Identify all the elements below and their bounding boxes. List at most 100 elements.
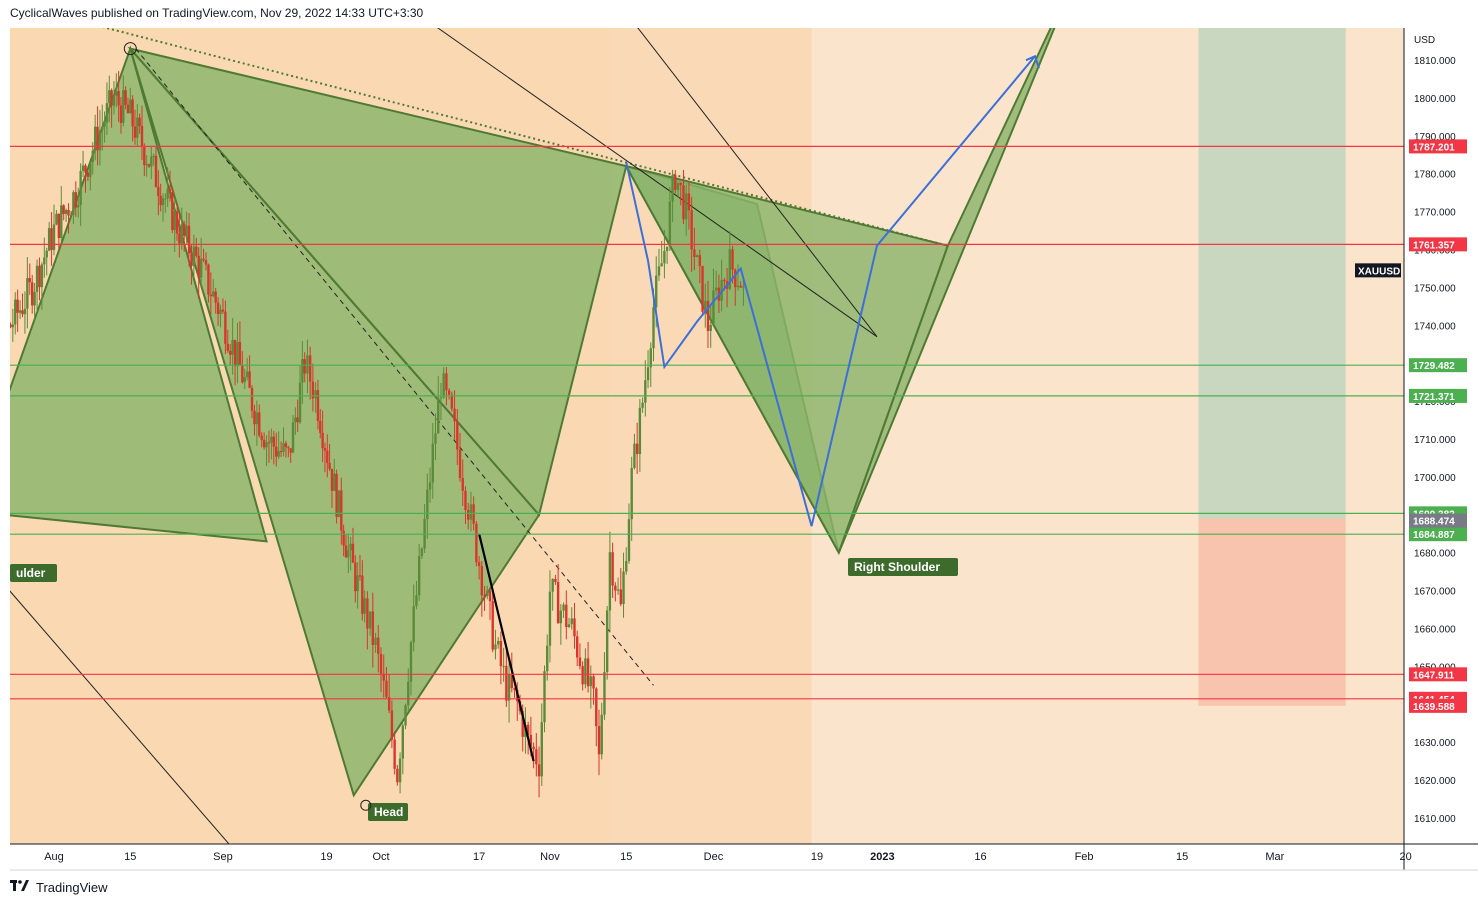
candle-body <box>567 624 571 627</box>
candle-body <box>562 604 565 611</box>
candle-body <box>695 255 699 257</box>
candle-body <box>214 291 217 303</box>
candle-body <box>291 422 295 453</box>
candle-body <box>45 250 48 258</box>
candle-body <box>209 294 213 297</box>
candle-body <box>641 402 644 408</box>
candle-body <box>129 99 132 114</box>
candle-body <box>21 310 24 315</box>
candle-body <box>187 225 191 254</box>
target-zone <box>1198 28 1346 519</box>
candle-body <box>556 582 560 624</box>
candle-body <box>328 462 331 469</box>
candle-body <box>231 339 234 355</box>
candle-body <box>145 164 148 166</box>
candle-body <box>277 451 280 457</box>
candle-body <box>248 371 251 388</box>
x-tick-label: Feb <box>1075 851 1094 863</box>
candle-body <box>371 611 375 645</box>
candle-body <box>195 246 198 256</box>
price-tag-bg <box>1409 698 1467 713</box>
tradingview-logo-icon[interactable] <box>10 880 30 895</box>
candle-body <box>253 410 256 425</box>
x-tick-label: 17 <box>473 851 485 863</box>
candle-body <box>616 589 620 591</box>
candle-body <box>23 308 27 315</box>
x-tick-label: Sep <box>213 851 233 863</box>
candle-body <box>529 734 533 747</box>
candle-body <box>11 324 15 328</box>
candle-body <box>548 591 552 646</box>
candle-body <box>18 310 22 313</box>
candle-body <box>287 447 290 449</box>
head-marker-icon <box>360 799 372 811</box>
candle-body <box>570 618 573 625</box>
candle-body <box>586 658 590 687</box>
candle-body <box>207 264 210 295</box>
candle-body <box>447 390 451 395</box>
candle-body <box>311 381 315 399</box>
candle-body <box>335 473 338 517</box>
candle-body <box>298 382 302 423</box>
candle-body <box>342 530 345 546</box>
candle-body <box>319 420 322 433</box>
candle-body <box>64 209 68 214</box>
candle-body <box>323 448 327 451</box>
candle-body <box>676 182 680 190</box>
candle-body <box>326 450 329 463</box>
candle-body <box>551 578 554 592</box>
candle-body <box>409 642 413 682</box>
candle-body <box>33 291 36 306</box>
candle-body <box>742 286 745 288</box>
candle-body <box>35 265 39 292</box>
candle-body <box>351 543 355 563</box>
x-tick-label: 19 <box>811 851 823 863</box>
candle-body <box>28 278 31 283</box>
y-tick-label: 1660.000 <box>1414 625 1456 636</box>
candle-body <box>202 258 205 261</box>
candle-body <box>119 105 123 124</box>
price-tag-bg <box>1409 513 1467 528</box>
candle-body <box>537 764 541 777</box>
candle-body <box>431 443 434 483</box>
x-tick-label: Mar <box>1265 851 1284 863</box>
candle-body <box>101 126 104 131</box>
candle-body <box>337 490 341 517</box>
candle-body <box>584 658 587 685</box>
candle-body <box>603 672 606 715</box>
candle-body <box>638 407 642 455</box>
candle-body <box>499 640 503 667</box>
x-tick-label: 16 <box>974 851 986 863</box>
candle-body <box>26 278 29 309</box>
candle-body <box>573 618 576 637</box>
candle-body <box>660 263 663 267</box>
candle-body <box>175 211 179 234</box>
stop-zone <box>1198 518 1346 706</box>
candle-body <box>62 205 65 214</box>
candle-body <box>241 365 244 383</box>
candle-body <box>133 126 137 138</box>
pattern-triangle <box>127 46 628 517</box>
candle-body <box>306 355 309 374</box>
candle-body <box>646 367 650 381</box>
candle-body <box>704 300 707 312</box>
candle-body <box>93 126 97 151</box>
candle-body <box>316 390 320 421</box>
symbol-tag-bg <box>1355 263 1401 278</box>
candle-body <box>157 186 160 196</box>
candle-body <box>216 302 220 315</box>
candle-body <box>456 421 459 450</box>
candle-body <box>233 339 237 367</box>
y-tick-label: 1810.000 <box>1414 56 1456 67</box>
candle-body <box>122 90 125 124</box>
candle-body <box>159 195 162 206</box>
candle-body <box>67 209 70 216</box>
projection-arrow-icon <box>1025 54 1040 69</box>
candle-body <box>649 348 652 368</box>
candle-body <box>401 725 404 759</box>
candle-body <box>363 598 366 614</box>
candle-body <box>199 258 203 278</box>
candle-body <box>358 575 362 577</box>
candle-body <box>333 473 336 491</box>
